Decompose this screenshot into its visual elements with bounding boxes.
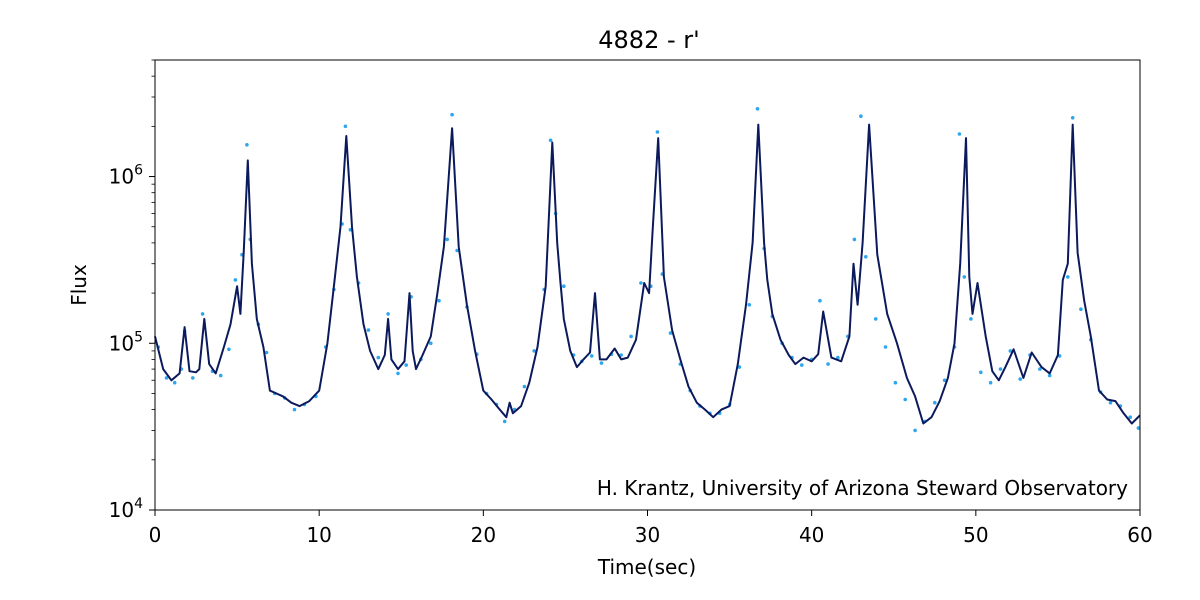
data-point <box>1070 116 1075 120</box>
data-point <box>404 363 409 367</box>
data-point <box>998 367 1003 371</box>
x-tick-label: 60 <box>1127 523 1152 547</box>
data-point <box>883 345 888 349</box>
data-point <box>913 428 917 433</box>
y-tick-label: 106 <box>109 163 143 189</box>
data-point <box>747 303 752 307</box>
y-axis-label: Flux <box>67 264 91 306</box>
data-point <box>639 281 643 285</box>
data-point <box>619 353 623 357</box>
data-point <box>668 331 673 335</box>
data-point <box>655 130 660 134</box>
data-point <box>836 355 840 360</box>
data-point <box>800 363 804 367</box>
data-point <box>191 376 195 380</box>
data-point <box>1018 377 1022 381</box>
data-point <box>737 365 742 369</box>
data-point <box>532 349 536 353</box>
data-point <box>1066 275 1070 279</box>
data-point <box>873 317 878 321</box>
y-axis: 104 105 106 <box>109 59 155 522</box>
data-point <box>455 248 459 253</box>
data-point <box>893 380 898 385</box>
data-point <box>376 355 381 360</box>
x-tick-label: 40 <box>799 523 824 547</box>
data-point <box>962 275 967 279</box>
data-point <box>292 407 297 412</box>
data-point <box>386 312 390 316</box>
data-point <box>1136 426 1141 430</box>
data-point <box>755 107 760 111</box>
data-point <box>969 317 973 321</box>
data-point <box>164 376 169 380</box>
data-point <box>988 380 993 385</box>
data-point <box>979 370 983 375</box>
x-tick-label: 30 <box>635 523 660 547</box>
data-point <box>1128 415 1132 420</box>
data-point <box>589 354 594 358</box>
data-point <box>1108 400 1113 405</box>
data-point <box>233 278 238 282</box>
chart-title: 4882 - r' <box>598 26 699 54</box>
x-tick-label: 20 <box>471 523 496 547</box>
data-point <box>1008 349 1013 353</box>
attribution-annotation: H. Krantz, University of Arizona Steward… <box>597 476 1128 500</box>
y-tick-label: 104 <box>109 496 143 522</box>
data-point <box>933 400 937 405</box>
data-point <box>548 138 553 143</box>
x-tick-label: 10 <box>306 523 331 547</box>
data-point <box>818 298 822 303</box>
x-tick-label: 50 <box>963 523 988 547</box>
data-point <box>264 350 269 355</box>
data-point <box>852 237 857 242</box>
data-point <box>903 397 907 402</box>
data-point <box>826 362 830 366</box>
data-point <box>957 132 962 136</box>
data-point <box>629 334 633 339</box>
data-point <box>245 143 249 147</box>
data-point <box>450 112 454 117</box>
data-point <box>522 384 527 389</box>
data-point <box>1038 367 1042 371</box>
data-point <box>859 114 863 118</box>
x-tick-label: 0 <box>149 523 162 547</box>
data-point <box>1079 307 1083 312</box>
data-point <box>227 347 231 352</box>
data-point <box>942 378 947 383</box>
data-point <box>864 254 868 259</box>
y-tick-label: 105 <box>109 329 143 355</box>
plot-frame <box>154 59 1141 511</box>
x-axis-label: Time(sec) <box>597 555 696 579</box>
data-point <box>599 361 604 365</box>
data-point <box>172 380 177 385</box>
plot-area <box>154 107 1141 433</box>
data-point <box>200 312 205 316</box>
data-point <box>396 371 400 376</box>
data-point <box>218 373 223 378</box>
flux-line <box>154 123 1141 425</box>
data-point <box>1047 373 1052 378</box>
data-point <box>366 328 371 332</box>
data-point <box>502 419 507 424</box>
data-point <box>429 341 433 346</box>
data-point <box>437 298 441 303</box>
data-point <box>562 284 566 289</box>
data-point <box>343 124 348 129</box>
x-axis: 0 10 20 30 40 50 60 <box>149 510 1153 547</box>
data-point <box>445 237 450 242</box>
